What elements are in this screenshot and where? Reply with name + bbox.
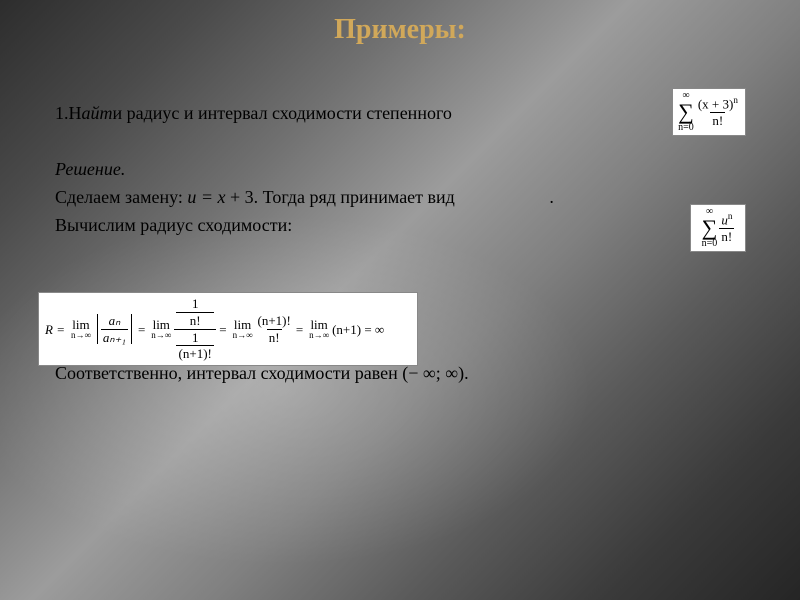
slide: Примеры: 1.Найти радиус и интервал сходи… — [0, 0, 800, 600]
eq-1: = — [138, 323, 145, 336]
eq-2: = — [219, 323, 226, 336]
eq-3: = — [296, 323, 303, 336]
lim-1: lim n→∞ — [71, 318, 91, 340]
sum1-num-sup: n — [733, 95, 738, 105]
slide-title: Примеры: — [0, 14, 800, 46]
line-solution: Решение. — [55, 156, 755, 184]
sum1-lower: n=0 — [678, 123, 694, 133]
line1-prefix: 1.Н — [55, 103, 82, 123]
abs-frac-1: aₙ aₙ₊₁ — [94, 314, 135, 344]
sum1-den: n! — [710, 112, 725, 128]
nested-frac: 1 n! 1 (n+1)! — [174, 297, 216, 361]
R-last: (n+1) = ∞ — [332, 323, 384, 336]
sigma-icon: ∞ ∑ n=0 — [678, 91, 694, 133]
lim-2: lim n→∞ — [151, 318, 171, 340]
line1-italic: айт — [82, 103, 113, 123]
lim-4: lim n→∞ — [309, 318, 329, 340]
lim-3: lim n→∞ — [233, 318, 253, 340]
period-1: . — [549, 187, 554, 207]
line-1: 1.Найти радиус и интервал сходимости сте… — [55, 100, 755, 128]
frac-3: (n+1)! n! — [255, 314, 292, 344]
R-frac1-num: aₙ — [107, 314, 123, 329]
line3-b: u = x — [187, 187, 225, 207]
sum1-num: (x + 3) — [698, 97, 734, 112]
line-radius-text: Вычислим радиус сходимости: — [55, 212, 755, 240]
R-lhs: R = — [45, 323, 65, 336]
sum2-num-sup: n — [728, 211, 733, 221]
line3-a: Сделаем замену: — [55, 187, 187, 207]
line-substitution: Сделаем замену: u = x + 3. Тогда ряд при… — [55, 184, 755, 212]
formula-radius: R = lim n→∞ aₙ aₙ₊₁ = lim n→∞ 1 n! — [38, 292, 418, 366]
sigma-icon-2: ∞ ∑ n=0 — [702, 207, 718, 249]
R-frac1-den: aₙ₊₁ — [101, 329, 128, 345]
line1-rest: и радиус и интервал сходимости степенног… — [113, 103, 452, 123]
sum2-den: n! — [719, 228, 734, 244]
formula-sum-1: ∞ ∑ n=0 (x + 3)n n! — [672, 88, 746, 136]
formula-sum-2: ∞ ∑ n=0 un n! — [690, 204, 746, 252]
line3-c: + 3. Тогда ряд принимает вид — [226, 187, 455, 207]
sum2-lower: n=0 — [702, 239, 718, 249]
